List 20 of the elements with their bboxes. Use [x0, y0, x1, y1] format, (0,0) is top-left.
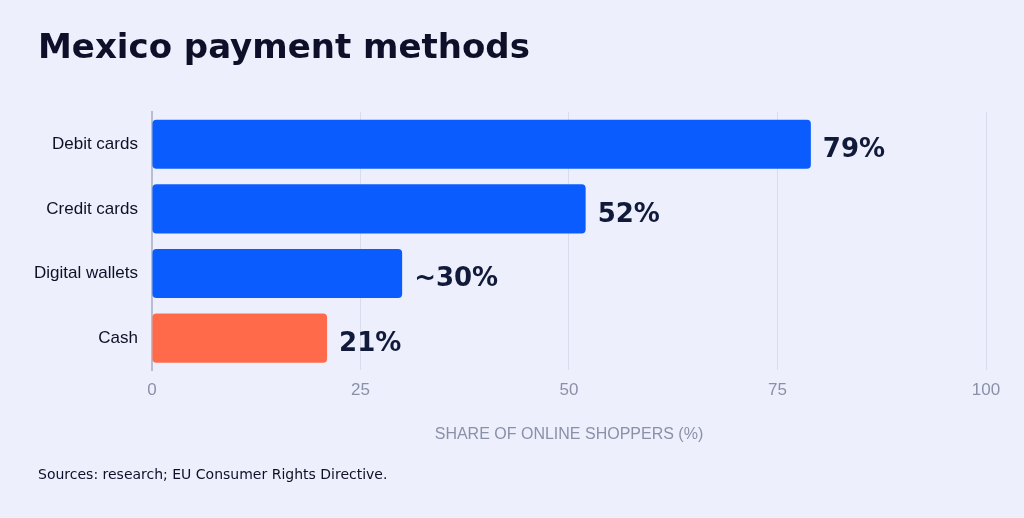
- y-tick-label: Digital wallets: [33, 263, 138, 283]
- data-label: ~30%: [414, 262, 499, 293]
- bar: [152, 184, 586, 234]
- x-tick-label: 25: [350, 380, 370, 400]
- data-label: 79%: [822, 133, 886, 164]
- source-note: Sources: research; EU Consumer Rights Directive.: [38, 466, 388, 482]
- x-tick-label: 0: [147, 380, 157, 400]
- bar: [152, 119, 811, 169]
- data-label: 52%: [597, 197, 660, 228]
- x-tick-label: 50: [559, 380, 579, 400]
- y-tick-label: Credit cards: [46, 198, 138, 218]
- bar: [152, 313, 328, 363]
- chart-title: Mexico payment methods: [38, 26, 530, 66]
- x-axis-title: SHARE OF ONLINE SHOPPERS (%): [434, 424, 704, 442]
- y-tick-label: Cash: [98, 327, 138, 347]
- bar: [152, 248, 403, 299]
- x-tick-label: 100: [971, 380, 1001, 400]
- x-tick-label: 75: [768, 380, 787, 400]
- y-tick-label: Debit cards: [51, 133, 138, 153]
- data-label: 21%: [339, 326, 402, 357]
